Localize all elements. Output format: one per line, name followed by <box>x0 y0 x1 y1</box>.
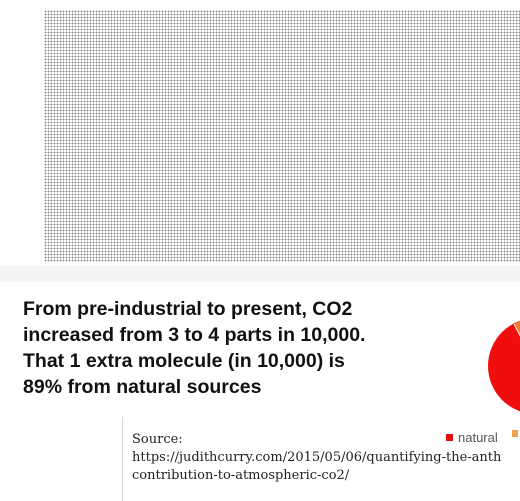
source-citation: Source: https://judithcurry.com/2015/05/… <box>132 431 501 485</box>
source-panel <box>122 417 520 501</box>
headline-text: From pre-industrial to present, CO2 incr… <box>23 296 423 400</box>
pie-slice-divider <box>513 323 520 337</box>
pie-slice-natural <box>488 320 520 412</box>
headline-line-2: increased from 3 to 4 parts in 10,000. <box>23 324 366 346</box>
chart-legend: natural <box>446 430 498 445</box>
headline-line-1: From pre-industrial to present, CO2 <box>23 298 353 320</box>
legend-swatch-other <box>512 430 518 437</box>
source-url-line-2[interactable]: contribution-to-atmospheric-co2/ <box>132 468 350 483</box>
pie-chart-fragment <box>488 320 520 412</box>
molecule-dot-grid <box>44 10 520 262</box>
source-label: Source: <box>132 432 183 447</box>
headline-line-3: That 1 extra molecule (in 10,000) is <box>23 350 345 372</box>
source-url-line-1[interactable]: https://judithcurry.com/2015/05/06/quant… <box>132 450 502 465</box>
legend-swatch-natural <box>446 434 453 441</box>
divider-band <box>0 266 520 282</box>
headline-line-4: 89% from natural sources <box>23 376 262 398</box>
legend-label-natural: natural <box>458 430 498 445</box>
